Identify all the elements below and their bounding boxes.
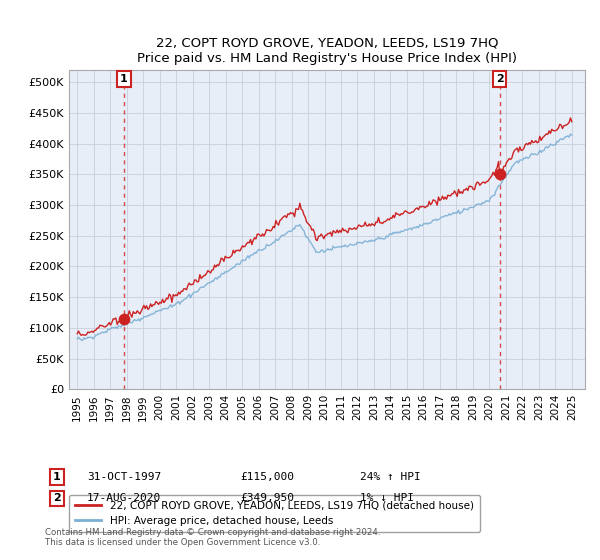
Text: 1: 1 (120, 74, 128, 84)
Text: £115,000: £115,000 (240, 472, 294, 482)
Text: Contains HM Land Registry data © Crown copyright and database right 2024.
This d: Contains HM Land Registry data © Crown c… (45, 528, 380, 547)
Title: 22, COPT ROYD GROVE, YEADON, LEEDS, LS19 7HQ
Price paid vs. HM Land Registry's H: 22, COPT ROYD GROVE, YEADON, LEEDS, LS19… (137, 36, 517, 64)
Text: £349,950: £349,950 (240, 493, 294, 503)
Point (495, 170, 505, 179)
Text: 24% ↑ HPI: 24% ↑ HPI (360, 472, 421, 482)
Legend: 22, COPT ROYD GROVE, YEADON, LEEDS, LS19 7HQ (detached house), HPI: Average pric: 22, COPT ROYD GROVE, YEADON, LEEDS, LS19… (69, 494, 480, 532)
Text: 17-AUG-2020: 17-AUG-2020 (87, 493, 161, 503)
Point (119, 314, 128, 323)
Text: 1% ↓ HPI: 1% ↓ HPI (360, 493, 414, 503)
Text: 1: 1 (53, 472, 61, 482)
Text: 2: 2 (53, 493, 61, 503)
Text: 31-OCT-1997: 31-OCT-1997 (87, 472, 161, 482)
Text: 2: 2 (496, 74, 503, 84)
